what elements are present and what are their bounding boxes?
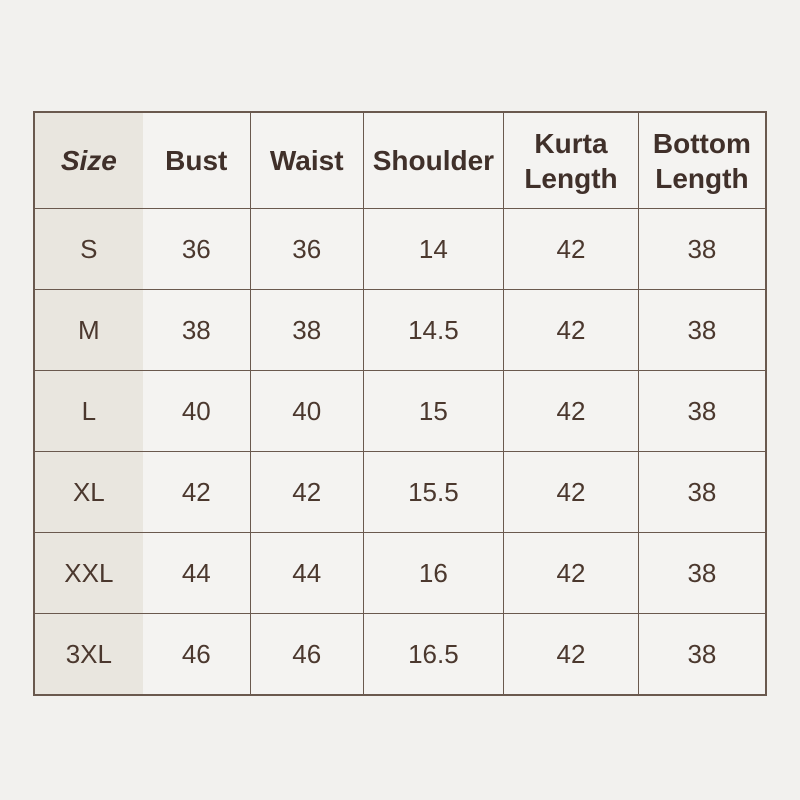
size-label-cell: M <box>34 289 143 371</box>
shoulder-cell: 14 <box>362 208 504 290</box>
size-label-cell: L <box>34 370 143 452</box>
header-cell-bottom-length: Bottom Length <box>637 112 766 209</box>
bottom-length-cell: 38 <box>637 289 766 371</box>
bottom-length-cell: 38 <box>637 532 766 614</box>
shoulder-cell: 16.5 <box>362 613 504 695</box>
bust-cell: 46 <box>142 613 251 695</box>
header-cell-waist: Waist <box>249 112 364 209</box>
bottom-length-cell: 38 <box>637 613 766 695</box>
table-row: S 36 36 14 42 38 <box>34 208 766 290</box>
size-chart-table: Size Bust Waist Shoulder Kurta Length Bo… <box>33 111 767 696</box>
waist-cell: 44 <box>249 532 364 614</box>
table-row: XXL 44 44 16 42 38 <box>34 532 766 614</box>
header-cell-size: Size <box>34 112 143 209</box>
bottom-length-cell: 38 <box>637 451 766 533</box>
kurta-length-cell: 42 <box>503 451 639 533</box>
shoulder-cell: 14.5 <box>362 289 504 371</box>
table-row: M 38 38 14.5 42 38 <box>34 289 766 371</box>
kurta-length-cell: 42 <box>503 208 639 290</box>
table-row: 3XL 46 46 16.5 42 38 <box>34 613 766 695</box>
bust-cell: 44 <box>142 532 251 614</box>
bust-cell: 36 <box>142 208 251 290</box>
size-label-cell: XL <box>34 451 143 533</box>
kurta-length-cell: 42 <box>503 532 639 614</box>
bottom-length-cell: 38 <box>637 370 766 452</box>
table-row: L 40 40 15 42 38 <box>34 370 766 452</box>
header-cell-shoulder: Shoulder <box>362 112 504 209</box>
header-cell-bust: Bust <box>165 145 228 176</box>
bust-cell: 38 <box>142 289 251 371</box>
size-chart-container: Size Bust Waist Shoulder Kurta Length Bo… <box>33 111 767 696</box>
waist-cell: 38 <box>249 289 364 371</box>
waist-cell: 36 <box>249 208 364 290</box>
shoulder-cell: 16 <box>362 532 504 614</box>
kurta-length-cell: 42 <box>503 289 639 371</box>
size-label-cell: S <box>34 208 143 290</box>
shoulder-cell: 15 <box>362 370 504 452</box>
size-label-cell: 3XL <box>34 613 143 695</box>
shoulder-cell: 15.5 <box>362 451 504 533</box>
header-row: Size Bust Waist Shoulder Kurta Length Bo… <box>34 112 766 209</box>
waist-cell: 40 <box>249 370 364 452</box>
size-label-cell: XXL <box>34 532 143 614</box>
bottom-length-cell: 38 <box>637 208 766 290</box>
header-cell-kurta-length: Kurta Length <box>503 112 639 209</box>
table-row: XL 42 42 15.5 42 38 <box>34 451 766 533</box>
waist-cell: 46 <box>249 613 364 695</box>
kurta-length-cell: 42 <box>503 613 639 695</box>
waist-cell: 42 <box>249 451 364 533</box>
kurta-length-cell: 42 <box>503 370 639 452</box>
bust-cell: 42 <box>142 451 251 533</box>
bust-cell: 40 <box>142 370 251 452</box>
